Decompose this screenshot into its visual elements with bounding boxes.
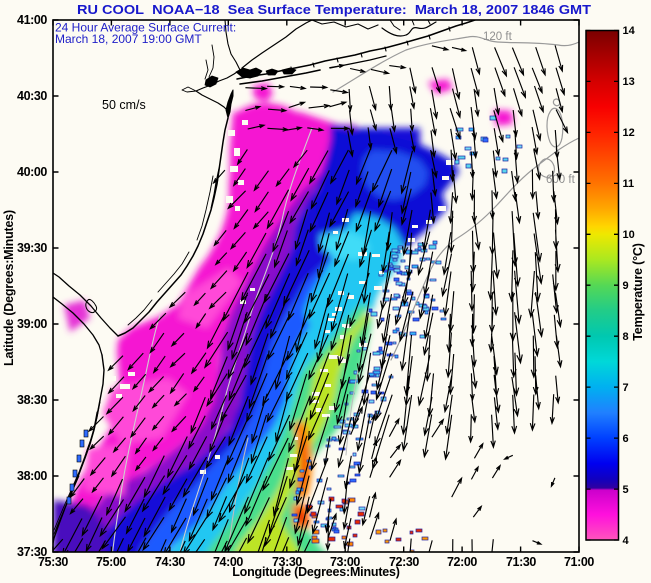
svg-text:74:30: 74:30 [155, 555, 185, 569]
svg-text:10: 10 [623, 229, 635, 241]
svg-text:Longitude (Degrees:Minutes): Longitude (Degrees:Minutes) [232, 565, 400, 579]
svg-text:38:00: 38:00 [17, 469, 47, 483]
svg-text:41:00: 41:00 [17, 13, 47, 27]
svg-text:71:30: 71:30 [506, 555, 536, 569]
svg-text:9: 9 [623, 280, 629, 292]
svg-text:7: 7 [623, 382, 629, 394]
svg-text:72:30: 72:30 [389, 555, 419, 569]
svg-text:72:00: 72:00 [447, 555, 477, 569]
svg-text:March 18, 2007 19:00 GMT: March 18, 2007 19:00 GMT [55, 32, 202, 46]
svg-text:39:00: 39:00 [17, 317, 47, 331]
svg-text:74:00: 74:00 [213, 555, 243, 569]
svg-text:40:00: 40:00 [17, 165, 47, 179]
svg-text:13: 13 [623, 76, 635, 88]
svg-text:4: 4 [623, 535, 630, 547]
svg-text:Temperature (°C): Temperature (°C) [631, 243, 645, 340]
svg-text:6: 6 [623, 433, 629, 445]
svg-text:37:30: 37:30 [17, 545, 47, 559]
svg-text:Latitude (Degrees:Minutes): Latitude (Degrees:Minutes) [2, 210, 16, 366]
svg-text:75:30: 75:30 [38, 555, 68, 569]
svg-text:14: 14 [623, 25, 636, 37]
svg-text:12: 12 [623, 127, 635, 139]
svg-text:71:00: 71:00 [564, 555, 594, 569]
svg-text:5: 5 [623, 484, 629, 496]
svg-text:40:30: 40:30 [17, 89, 47, 103]
svg-text:50 cm/s: 50 cm/s [102, 98, 146, 112]
svg-text:120 ft: 120 ft [483, 31, 513, 43]
svg-text:39:30: 39:30 [17, 241, 47, 255]
svg-text:11: 11 [623, 178, 635, 190]
svg-text:RU COOL NOAA−18 Sea Surface: RU COOL NOAA−18 Sea Surface Temperature:… [77, 2, 591, 17]
svg-text:73:00: 73:00 [330, 555, 360, 569]
svg-text:73:30: 73:30 [272, 555, 302, 569]
svg-text:38:30: 38:30 [17, 393, 47, 407]
svg-text:75:00: 75:00 [96, 555, 126, 569]
svg-text:24 Hour Average Surface Curren: 24 Hour Average Surface Current: [55, 21, 236, 35]
svg-text:8: 8 [623, 331, 629, 343]
